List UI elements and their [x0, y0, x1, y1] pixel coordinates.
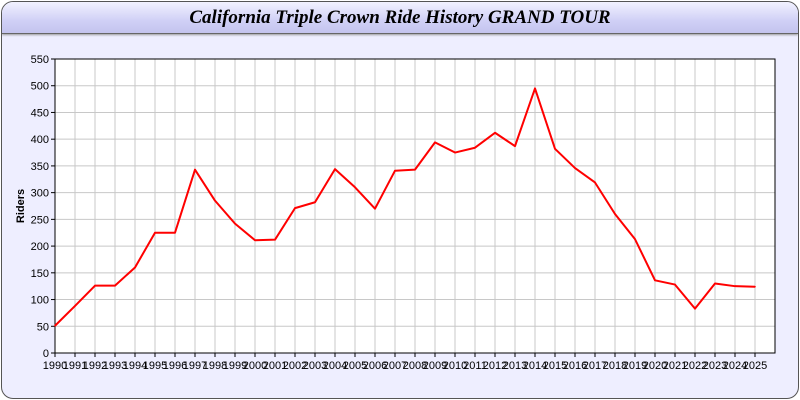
data-point [294, 207, 296, 209]
data-point [54, 324, 56, 327]
data-point [674, 283, 676, 286]
data-point [274, 238, 276, 241]
data-point [694, 307, 696, 310]
data-point [414, 168, 416, 171]
data-point [534, 87, 536, 90]
x-tick-label: 1998 [203, 360, 227, 372]
data-point [194, 168, 196, 171]
data-point [434, 141, 436, 144]
y-tick-label: 450 [31, 107, 49, 119]
y-tick-label: 500 [31, 81, 49, 93]
x-tick-label: 2005 [343, 360, 367, 372]
data-point [74, 305, 76, 307]
x-tick-label: 2022 [683, 360, 707, 372]
x-tick-label: 2014 [523, 360, 547, 372]
x-tick-label: 1990 [43, 360, 67, 372]
data-point [334, 168, 336, 170]
y-tick-label: 0 [43, 348, 49, 360]
x-tick-label: 2013 [503, 360, 527, 372]
data-point [134, 266, 136, 269]
data-point [354, 186, 356, 189]
data-point [174, 231, 176, 234]
x-tick-label: 2024 [723, 360, 747, 372]
y-tick-label: 150 [31, 268, 49, 280]
data-point [114, 284, 116, 287]
x-tick-label: 2025 [743, 360, 767, 372]
x-tick-label: 2019 [623, 360, 647, 372]
x-tick-label: 2012 [483, 360, 507, 372]
data-point [94, 284, 96, 287]
data-point [154, 231, 156, 234]
x-tick-label: 2023 [703, 360, 727, 372]
x-tick-label: 2018 [603, 360, 627, 372]
x-tick-label: 2002 [283, 360, 307, 372]
data-point [554, 148, 556, 150]
plot-border [54, 58, 776, 354]
x-tick-label: 2008 [403, 360, 427, 372]
x-tick-label: 1991 [63, 360, 87, 372]
data-point [374, 207, 376, 210]
y-tick-label: 250 [31, 214, 49, 226]
x-tick-label: 2007 [383, 360, 407, 372]
x-tick-label: 1999 [223, 360, 247, 372]
data-point [574, 167, 576, 169]
data-point [254, 239, 256, 242]
x-tick-label: 1996 [163, 360, 187, 372]
x-tick-label: 2017 [583, 360, 607, 372]
data-point [514, 145, 516, 147]
x-tick-label: 2001 [263, 360, 287, 372]
y-tick-label: 350 [31, 161, 49, 173]
series-line [54, 87, 756, 327]
chart-title: California Triple Crown Ride History GRA… [189, 7, 611, 28]
x-tick-label: 1992 [83, 360, 107, 372]
data-point [454, 151, 456, 154]
y-tick-label: 550 [31, 54, 49, 66]
data-point [734, 285, 736, 287]
data-point [394, 169, 396, 172]
x-tick-label: 2015 [543, 360, 567, 372]
data-point [494, 131, 496, 134]
y-tick-label: 100 [31, 295, 49, 307]
x-tick-label: 2009 [423, 360, 447, 372]
x-tick-label: 2004 [323, 360, 347, 372]
x-tick-label: 1994 [123, 360, 147, 372]
data-point [654, 279, 656, 282]
x-tick-label: 2011 [463, 360, 487, 372]
data-point [474, 146, 476, 149]
title-bar: California Triple Crown Ride History GRA… [2, 2, 798, 34]
x-tick-label: 2006 [363, 360, 387, 372]
x-tick-label: 2000 [243, 360, 267, 372]
y-tick-label: 400 [31, 134, 49, 146]
data-point [614, 213, 616, 215]
x-tick-label: 2003 [303, 360, 327, 372]
data-point [634, 238, 636, 240]
x-tick-label: 2021 [663, 360, 687, 372]
data-point [214, 199, 216, 202]
data-point [234, 222, 236, 225]
x-tick-label: 1993 [103, 360, 127, 372]
x-tick-label: 1997 [183, 360, 207, 372]
x-tick-label: 2010 [443, 360, 467, 372]
x-tick-label: 2020 [643, 360, 667, 372]
data-point [714, 282, 716, 285]
y-tick-label: 200 [31, 241, 49, 253]
data-point [754, 285, 756, 288]
data-point [594, 181, 596, 184]
y-tick-label: 300 [31, 188, 49, 200]
y-axis-label: Riders [15, 189, 27, 223]
x-tick-label: 1995 [143, 360, 167, 372]
data-point [314, 201, 316, 204]
y-tick-label: 50 [37, 321, 49, 333]
x-tick-label: 2016 [563, 360, 587, 372]
